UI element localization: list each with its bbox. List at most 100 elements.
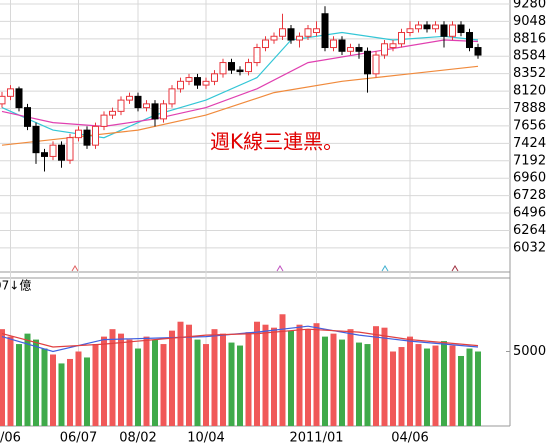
candle-body xyxy=(432,24,439,30)
markers xyxy=(71,265,459,272)
candle-body xyxy=(415,24,422,30)
candle-body xyxy=(202,80,210,86)
y-tick-label: 9280 xyxy=(513,0,546,11)
volume-bar xyxy=(143,336,150,426)
line-series xyxy=(1,328,479,348)
candle-body xyxy=(58,144,65,161)
y-tick-label: 6728 xyxy=(513,188,546,203)
volume-bar xyxy=(109,329,116,426)
volume-bar xyxy=(398,347,405,426)
candle-body xyxy=(330,39,337,49)
volume-bar xyxy=(194,339,201,426)
candle-body xyxy=(168,88,176,105)
volume-bar xyxy=(262,324,269,426)
candle-body xyxy=(41,152,48,157)
volume-bar xyxy=(16,344,22,426)
volume-bar xyxy=(41,348,48,426)
candle-body xyxy=(364,50,371,75)
x-tick-label: 10/04 xyxy=(187,431,224,446)
marker xyxy=(276,265,284,272)
candle-body xyxy=(92,125,99,146)
y-tick-label: 7424 xyxy=(513,136,546,151)
x-tick-label: 08/02 xyxy=(119,431,156,446)
candle-body xyxy=(219,62,227,75)
volume-bar xyxy=(305,329,311,426)
candle-body xyxy=(338,39,346,52)
candle-body xyxy=(245,62,252,73)
volume-bar xyxy=(169,330,175,426)
candle-body xyxy=(83,129,91,146)
y-tick-label: 8584 xyxy=(513,49,546,64)
y-tick-label: 9048 xyxy=(513,14,546,29)
candle-body xyxy=(270,35,278,41)
volume-bar xyxy=(373,326,379,426)
volume-bar xyxy=(186,324,192,426)
volume-bar xyxy=(152,339,158,426)
candle-body xyxy=(32,125,40,154)
volume-bar xyxy=(381,327,388,426)
candle-body xyxy=(398,32,405,45)
candle-body xyxy=(75,129,82,139)
candle-body xyxy=(279,28,286,37)
volume-bar xyxy=(220,333,226,426)
x-tick-label: 04/06 xyxy=(391,431,428,446)
volume-bar xyxy=(24,333,31,426)
volume-bar xyxy=(101,336,107,426)
candle-body xyxy=(466,32,473,49)
volume-bar xyxy=(288,330,294,426)
y-tick-label: 8120 xyxy=(513,84,546,99)
candle-body xyxy=(117,99,125,112)
y-tick-label: 5000 xyxy=(513,344,546,359)
volume-bar xyxy=(313,323,320,426)
marker xyxy=(71,265,79,272)
candle-body xyxy=(143,103,150,109)
candle-body xyxy=(381,43,388,56)
volume-bar xyxy=(126,339,133,426)
candle-body xyxy=(423,24,431,30)
y-tick-label: 7192 xyxy=(513,153,546,168)
marker xyxy=(381,265,389,272)
candle-body xyxy=(406,28,414,34)
volume-bar xyxy=(356,342,362,426)
volume-bar xyxy=(296,324,303,426)
volume-bar xyxy=(441,341,447,426)
volume-bar xyxy=(475,351,481,426)
volume-bar xyxy=(424,348,430,426)
candle-body xyxy=(287,28,295,41)
volume-bar xyxy=(458,355,464,426)
volume-bar xyxy=(177,321,184,426)
candle-body xyxy=(194,77,201,86)
volume-bar xyxy=(271,327,277,426)
volume-bar xyxy=(347,329,354,426)
volume-bar xyxy=(432,345,439,426)
volume-bar xyxy=(279,314,286,426)
volume-bar xyxy=(322,336,328,426)
candle-body xyxy=(372,54,380,75)
volume-bar xyxy=(203,344,209,426)
volume-bar xyxy=(254,321,260,426)
candle-body xyxy=(228,62,235,71)
volume-bar xyxy=(415,344,422,426)
y-tick-label: 7656 xyxy=(513,118,546,133)
candle-body xyxy=(109,110,116,116)
candle-body xyxy=(160,103,167,120)
candle-body xyxy=(236,69,244,73)
volume-bar xyxy=(135,348,141,426)
volume-bar xyxy=(67,358,73,426)
candle-body xyxy=(24,107,31,127)
volume-bar xyxy=(390,351,396,426)
candle-body xyxy=(134,95,142,109)
volume-bar xyxy=(75,351,82,426)
candle-body xyxy=(126,95,133,101)
x-tick-label: 2011/01 xyxy=(289,431,343,446)
volume-bar xyxy=(92,344,99,426)
volume-label: 97↓億 xyxy=(0,279,31,293)
candle-body xyxy=(449,24,456,37)
marker xyxy=(451,265,459,272)
volume-bar xyxy=(118,333,124,426)
volume-bar xyxy=(245,332,252,426)
volume-bar xyxy=(449,345,456,426)
y-tick-label: 8352 xyxy=(513,66,546,81)
y-tick-label: 6032 xyxy=(513,240,546,255)
